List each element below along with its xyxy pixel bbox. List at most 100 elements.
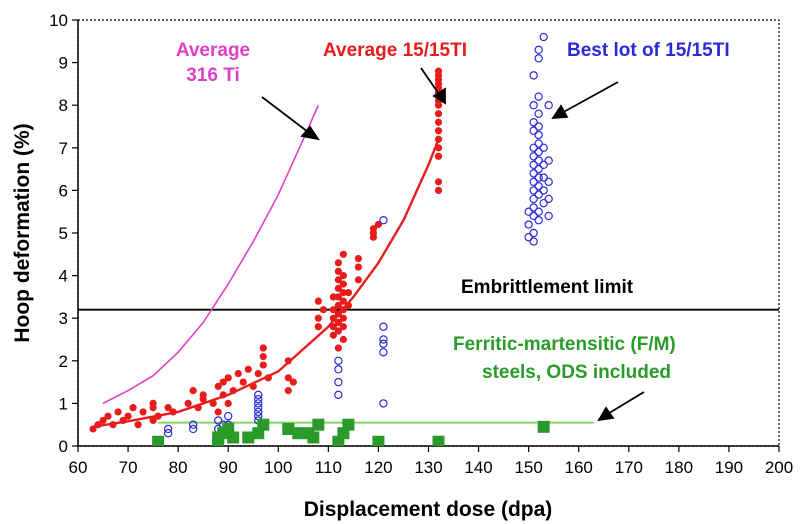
- data-point-best-lot-of-15-15ti: [379, 216, 388, 225]
- data-point-best-lot-of-15-15ti: [534, 181, 543, 191]
- data-point-average-15-15ti: [339, 250, 347, 258]
- data-point-average-15-15ti: [99, 416, 107, 425]
- data-point-best-lot-of-15-15ti: [529, 228, 538, 238]
- data-point-best-lot-of-15-15ti: [379, 335, 388, 344]
- data-point-best-lot-of-15-15ti: [254, 390, 263, 400]
- data-point-best-lot-of-15-15ti: [334, 390, 343, 400]
- data-point-ferritic-martensitic-f-m-steels-ods-included: [292, 427, 305, 440]
- data-point-best-lot-of-15-15ti: [534, 190, 543, 199]
- data-point-ferritic-martensitic-f-m-steels-ods-included: [312, 418, 325, 431]
- annotation-average-316ti-line2: 316 Ti: [186, 65, 240, 86]
- data-point-average-15-15ti: [284, 387, 292, 395]
- y-tick-label: 5: [59, 224, 68, 243]
- data-point-average-15-15ti: [339, 280, 347, 288]
- data-point-best-lot-of-15-15ti: [334, 356, 343, 365]
- data-point-ferritic-martensitic-f-m-steels-ods-included: [307, 431, 320, 444]
- x-axis-ticks: 60 70 80 90 100 110 120 130 140 150 160 170 180 190 20…: [69, 446, 793, 477]
- data-point-average-15-15ti: [334, 293, 342, 301]
- data-point-best-lot-of-15-15ti: [534, 216, 543, 225]
- data-point-average-15-15ti: [254, 369, 262, 378]
- data-point-average-15-15ti: [239, 378, 247, 386]
- data-point-best-lot-of-15-15ti: [529, 203, 538, 212]
- arrow-316ti: [261, 96, 313, 136]
- data-point-best-lot-of-15-15ti: [544, 156, 553, 165]
- data-point-average-15-15ti: [229, 387, 237, 395]
- data-point-average-15-15ti: [164, 404, 172, 412]
- data-point-average-15-15ti: [329, 323, 337, 331]
- annotation-best-lot: Best lot of 15/15TI: [567, 40, 730, 61]
- x-tick-label: 90: [219, 458, 238, 477]
- data-point-average-15-15ti: [434, 178, 443, 186]
- data-point-ferritic-martensitic-f-m-steels-ods-included: [152, 435, 165, 446]
- data-point-average-15-15ti: [344, 289, 352, 297]
- data-point-average-15-15ti: [314, 323, 322, 331]
- data-point-best-lot-of-15-15ti: [334, 377, 343, 387]
- y-tick-label: 8: [59, 96, 68, 115]
- data-point-average-15-15ti: [354, 276, 362, 284]
- data-point-average-15-15ti: [259, 344, 267, 352]
- data-point-average-15-15ti: [334, 318, 342, 327]
- data-point-average-15-15ti: [334, 259, 342, 267]
- data-point-best-lot-of-15-15ti: [529, 194, 538, 204]
- data-point-average-15-15ti: [319, 306, 327, 314]
- data-point-average-15-15ti: [339, 335, 347, 344]
- data-point-best-lot-of-15-15ti: [529, 211, 538, 221]
- arrow-1515ti-head: [432, 87, 446, 105]
- y-tick-label: 10: [49, 11, 68, 30]
- data-point-average-15-15ti: [154, 412, 162, 420]
- data-point-best-lot-of-15-15ti: [544, 177, 553, 187]
- y-tick-label: 0: [59, 437, 68, 456]
- annotation-embrittlement-limit: Embrittlement limit: [461, 277, 634, 298]
- data-point-best-lot-of-15-15ti: [544, 194, 553, 204]
- data-point-best-lot-of-15-15ti: [163, 424, 173, 434]
- annotation-arrows: [261, 67, 645, 422]
- data-point-average-15-15ti: [189, 387, 197, 395]
- data-point-ferritic-martensitic-f-m-steels-ods-included: [342, 418, 355, 431]
- data-point-best-lot-of-15-15ti: [254, 407, 263, 417]
- y-tick-label: 2: [59, 352, 68, 371]
- annotation-ferritic-line1: Ferritic-martensitic (F/M): [453, 334, 676, 355]
- data-point-average-15-15ti: [289, 378, 297, 386]
- data-point-average-15-15ti: [109, 421, 117, 429]
- data-point-ferritic-martensitic-f-m-steels-ods-included: [537, 420, 550, 433]
- y-axis-ticks: 0 1 2 3 4 5 6 7 8 9 10: [49, 11, 78, 456]
- y-tick-label: 4: [59, 267, 68, 286]
- x-tick-label: 150: [514, 458, 542, 477]
- x-tick-label: 190: [715, 458, 743, 477]
- data-point-average-15-15ti: [259, 361, 267, 369]
- data-point-average-15-15ti: [434, 144, 443, 152]
- data-point-best-lot-of-15-15ti: [529, 71, 538, 80]
- data-point-best-lot-of-15-15ti: [529, 237, 538, 246]
- data-point-average-15-15ti: [214, 408, 222, 416]
- data-point-ferritic-martensitic-f-m-steels-ods-included: [257, 418, 270, 431]
- data-point-best-lot-of-15-15ti: [544, 100, 553, 110]
- y-tick-label: 6: [59, 181, 68, 200]
- data-point-average-15-15ti: [89, 425, 97, 433]
- data-point-average-15-15ti: [434, 67, 443, 75]
- data-point-best-lot-of-15-15ti: [529, 118, 538, 127]
- x-tick-label: 100: [264, 458, 292, 477]
- data-point-average-15-15ti: [339, 323, 347, 331]
- data-point-average-15-15ti: [264, 374, 272, 382]
- data-point-best-lot-of-15-15ti: [529, 160, 538, 170]
- data-point-average-15-15ti: [219, 391, 227, 399]
- data-point-best-lot-of-15-15ti: [334, 365, 343, 374]
- data-point-average-15-15ti: [434, 152, 443, 160]
- arrow-ferritic-head: [597, 406, 615, 422]
- data-point-best-lot-of-15-15ti: [534, 139, 543, 148]
- data-point-ferritic-martensitic-f-m-steels-ods-included: [332, 435, 345, 446]
- data-point-average-15-15ti: [334, 310, 342, 318]
- data-point-best-lot-of-15-15ti: [524, 207, 533, 216]
- x-tick-label: 70: [119, 458, 138, 477]
- data-point-average-15-15ti: [234, 369, 242, 378]
- data-point-average-15-15ti: [104, 412, 112, 420]
- x-tick-label: 160: [565, 458, 593, 477]
- data-point-average-15-15ti: [149, 399, 157, 407]
- data-point-average-15-15ti: [334, 344, 342, 352]
- data-point-average-15-15ti: [354, 263, 362, 271]
- data-point-best-lot-of-15-15ti: [539, 32, 548, 42]
- data-point-average-15-15ti: [339, 272, 347, 280]
- data-point-best-lot-of-15-15ti: [379, 348, 388, 357]
- arrow-1515ti: [420, 67, 442, 98]
